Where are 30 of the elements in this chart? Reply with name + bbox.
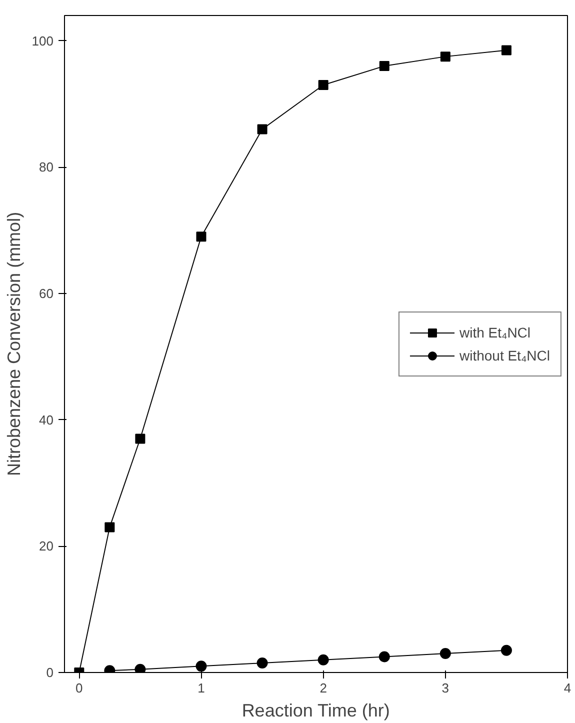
x-tick-label: 4 (564, 680, 572, 696)
point (318, 654, 329, 666)
y-tick-label: 100 (32, 33, 54, 48)
y-tick-label: 80 (39, 160, 54, 175)
x-tick-label: 3 (442, 680, 450, 696)
y-tick-label: 60 (39, 286, 54, 301)
legend-label: without Et₄NCl (459, 347, 550, 363)
point (257, 124, 268, 134)
point (104, 522, 115, 532)
y-tick-label: 20 (39, 538, 54, 554)
legend-label: with Et₄NCl (459, 324, 531, 340)
point (134, 664, 146, 672)
point (196, 232, 206, 242)
point (256, 658, 268, 669)
point (440, 52, 450, 62)
point (135, 434, 146, 444)
y-tick-label: 0 (46, 665, 54, 680)
x-tick-label: 2 (320, 680, 327, 696)
point (500, 644, 512, 656)
x-axis-title: Reaction Time (hr) (242, 700, 390, 720)
x-tick-label: 0 (76, 680, 83, 696)
point (501, 45, 512, 56)
x-tick-label: 1 (198, 680, 205, 696)
point (318, 80, 328, 90)
point (379, 61, 390, 72)
point (440, 648, 451, 660)
point (378, 651, 390, 662)
y-axis-title: Nitrobenzene Conversion (mmol) (4, 212, 24, 476)
point (196, 660, 207, 672)
y-tick-label: 40 (39, 412, 54, 428)
